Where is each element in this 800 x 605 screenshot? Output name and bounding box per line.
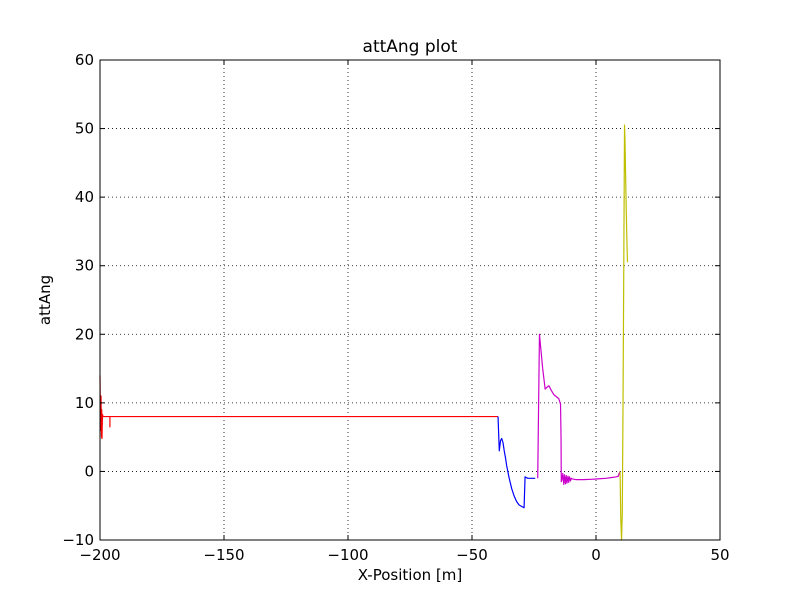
series-line-1 — [99, 375, 499, 440]
y-tick-label: 60 — [75, 51, 94, 69]
y-tick-label: 40 — [75, 188, 94, 206]
x-tick-label: −200 — [79, 546, 120, 564]
x-tick-label: 0 — [591, 546, 601, 564]
grid-lines — [100, 60, 720, 540]
plot-frame — [99, 59, 721, 541]
y-tick-label: −10 — [62, 531, 94, 549]
y-tick-label: 20 — [75, 325, 94, 343]
x-tick-label: 50 — [710, 546, 729, 564]
x-tick-label: −100 — [327, 546, 368, 564]
y-tick-label: 50 — [75, 120, 94, 138]
series-line-4 — [619, 124, 629, 541]
chart-title: attAng plot — [363, 37, 458, 57]
x-tick-label: −150 — [203, 546, 244, 564]
tick-marks — [99, 59, 721, 541]
x-axis-label: X-Position [m] — [358, 566, 462, 584]
y-axis-label: attAng — [36, 275, 54, 325]
y-tick-label: 0 — [84, 462, 94, 480]
y-tick-label: 30 — [75, 257, 94, 275]
series-line-3 — [537, 333, 621, 486]
series-layer — [99, 124, 629, 541]
series-line-2 — [497, 416, 536, 509]
x-tick-label: −50 — [456, 546, 488, 564]
y-tick-label: 10 — [75, 394, 94, 412]
